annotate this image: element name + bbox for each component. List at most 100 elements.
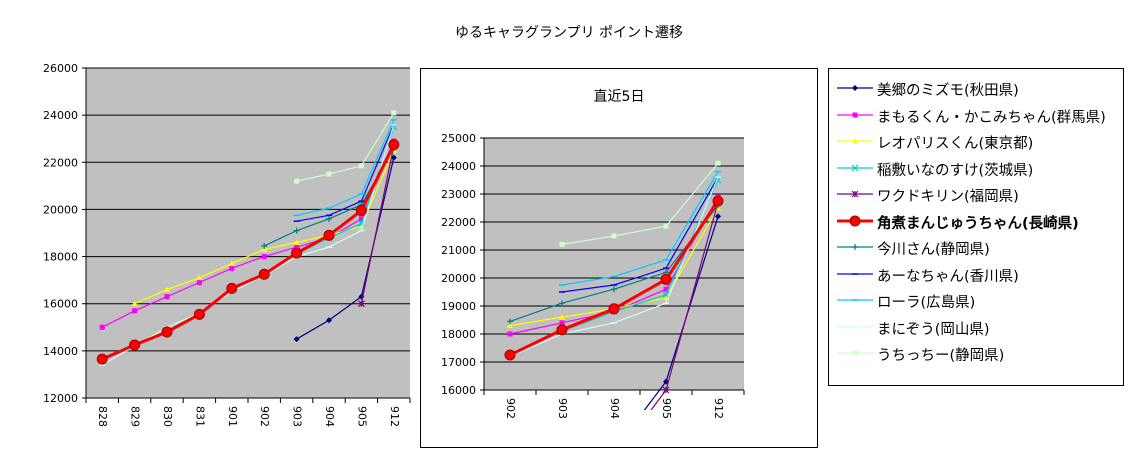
data-point [193, 308, 205, 320]
y-tick-label: 16000 [43, 298, 78, 311]
x-tick-label: 902 [504, 398, 517, 419]
data-point [507, 322, 513, 328]
data-point [99, 324, 105, 330]
legend-swatch [837, 272, 873, 275]
legend-marker [852, 350, 858, 356]
legend-marker [852, 138, 858, 144]
data-point [358, 163, 364, 169]
data-point [161, 326, 173, 338]
data-point [504, 349, 516, 361]
data-point [196, 280, 202, 285]
data-point [559, 300, 565, 307]
legend-swatch [837, 299, 873, 301]
legend-label: 稲敷いなのすけ(茨城県) [877, 162, 1034, 179]
series-line [101, 124, 395, 366]
data-point [715, 160, 721, 166]
legend-marker [851, 164, 859, 171]
plot-area [484, 138, 744, 390]
x-tick-label: 912 [712, 398, 725, 419]
data-point [261, 254, 267, 260]
legend-marker [852, 244, 858, 250]
data-point [261, 246, 268, 252]
legend-item: まにぞう(岡山県) [829, 316, 1123, 338]
data-point [294, 178, 300, 184]
data-point [261, 242, 268, 249]
series-line [296, 124, 395, 222]
x-tick-label: 903 [556, 398, 569, 419]
legend-label: 角煮まんじゅうちゃん(長崎県) [877, 215, 1079, 232]
data-point [326, 317, 332, 324]
data-point [357, 300, 365, 308]
legend-item: レオパリスくん(東京都) [829, 130, 1123, 152]
x-tick-label: 904 [608, 398, 621, 419]
legend-swatch [837, 85, 873, 91]
legend-swatch [837, 325, 873, 328]
data-point [96, 353, 108, 365]
legend-swatch [837, 164, 873, 171]
x-tick-label: 831 [193, 406, 206, 427]
series-line [561, 179, 719, 332]
data-point [226, 282, 238, 294]
legend-swatch [837, 138, 873, 144]
y-tick-label: 18000 [43, 251, 78, 264]
series-line [296, 119, 395, 216]
data-point [326, 215, 332, 222]
data-point [663, 223, 669, 229]
x-tick-label: 912 [388, 406, 401, 427]
y-tick-label: 25000 [441, 132, 476, 145]
x-tick-label: 828 [96, 406, 109, 427]
y-tick-label: 17000 [441, 356, 476, 369]
data-point [229, 265, 235, 271]
data-point [660, 273, 672, 285]
legend-item: うちっちー(静岡県) [829, 342, 1123, 364]
legend-item: 美郷のミズモ(秋田県) [829, 77, 1123, 99]
legend-item: 稲敷いなのすけ(茨城県) [829, 157, 1123, 179]
series-line [296, 112, 395, 182]
data-point [608, 303, 620, 315]
y-tick-label: 21000 [441, 244, 476, 257]
data-point [293, 336, 300, 343]
data-point [196, 274, 203, 281]
series-line [360, 145, 395, 304]
data-point [611, 286, 617, 293]
data-point [611, 233, 617, 239]
data-point [559, 314, 565, 320]
x-tick-label: 901 [226, 406, 239, 427]
data-point [712, 195, 724, 207]
legend-label: ワクドキリン(福岡県) [877, 189, 1019, 205]
data-point [662, 386, 670, 394]
y-tick-label: 20000 [441, 272, 476, 285]
legend-marker [851, 190, 859, 198]
legend-swatch [837, 215, 873, 226]
legend-item: 角煮まんじゅうちゃん(長崎県) [829, 210, 1123, 232]
series-line [561, 171, 719, 286]
y-tick-label: 22000 [441, 216, 476, 229]
series-line [101, 143, 396, 361]
chart-title: ゆるキャラグランプリ ポイント遷移 [454, 25, 684, 41]
data-point [164, 294, 170, 300]
data-point [715, 213, 721, 220]
data-point [293, 239, 300, 245]
data-point [293, 227, 300, 234]
y-tick-label: 12000 [43, 392, 78, 405]
legend-swatch [837, 112, 873, 117]
y-tick-label: 24000 [43, 109, 78, 122]
legend-swatch [837, 244, 873, 250]
inset-chart: 16000 17000 18000 19000 20000 21000 22000 23000… [441, 132, 745, 419]
x-tick-label: 904 [323, 406, 336, 427]
y-tick-label: 19000 [441, 300, 476, 313]
x-tick-label: 902 [258, 406, 271, 427]
legend-label: うちっちー(静岡県) [877, 348, 1005, 364]
data-point [323, 229, 335, 241]
legend-item: あーなちゃん(香川県) [829, 263, 1123, 285]
data-point [164, 286, 170, 292]
legend-item: まもるくん・かこみちゃん(群馬県) [829, 104, 1123, 126]
data-point [132, 308, 138, 314]
data-point [228, 260, 235, 267]
data-point [326, 171, 332, 177]
series-group [96, 110, 400, 366]
y-tick-label: 24000 [441, 160, 476, 173]
y-tick-label: 20000 [43, 203, 78, 216]
